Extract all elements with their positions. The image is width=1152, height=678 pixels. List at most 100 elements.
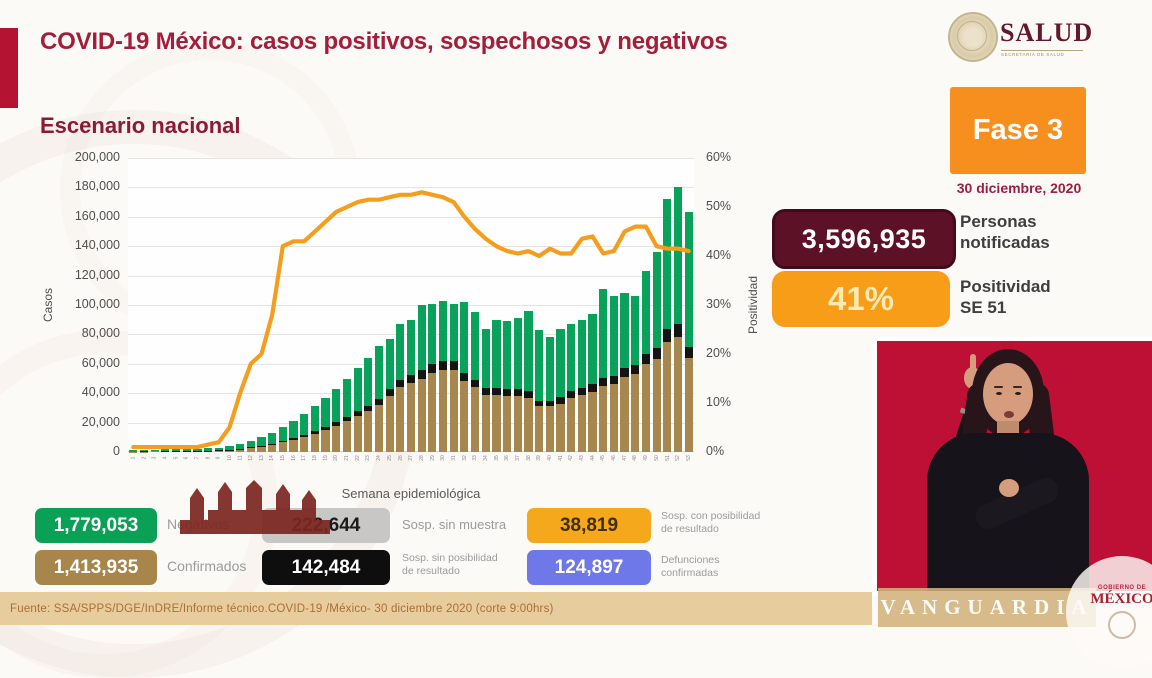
x-tick-text: 27 <box>408 455 414 461</box>
x-tick-text: 14 <box>269 455 275 461</box>
x-tick-week-38: 38 <box>523 455 534 469</box>
x-tick-week-45: 45 <box>598 455 609 469</box>
x-tick-text: 37 <box>515 455 521 461</box>
y-tick-left-120000: 120,000 <box>26 268 120 282</box>
x-tick-week-49: 49 <box>641 455 652 469</box>
page-title: COVID-19 México: casos positivos, sospec… <box>40 28 728 56</box>
x-tick-week-17: 17 <box>299 455 310 469</box>
x-tick-text: 51 <box>664 455 670 461</box>
x-tick-text: 10 <box>226 455 232 461</box>
legend-label-line1: Sosp. con posibilidad <box>661 510 760 523</box>
chart: Casos Positividad Semana epidemiológica … <box>128 158 694 452</box>
x-tick-text: 19 <box>323 455 329 461</box>
x-tick-text: 49 <box>643 455 649 461</box>
y-axis-title-right-text: Positividad <box>746 276 760 334</box>
x-tick-week-50: 50 <box>651 455 662 469</box>
x-tick-week-40: 40 <box>544 455 555 469</box>
y-tick-left-100000: 100,000 <box>26 297 120 311</box>
x-tick-week-52: 52 <box>673 455 684 469</box>
y-tick-right-10: 10% <box>706 395 746 409</box>
x-tick-text: 29 <box>429 455 435 461</box>
x-tick-text: 9 <box>216 457 222 460</box>
x-tick-text: 30 <box>440 455 446 461</box>
section-title: Escenario nacional <box>40 113 241 139</box>
gobierno-watermark-line2: MÉXICO <box>1090 591 1152 608</box>
source-text: Fuente: SSA/SPPS/DGE/InDRE/Informe técni… <box>0 603 554 615</box>
vanguardia-watermark-text: VANGUARDIA <box>880 595 1093 620</box>
interpreter-brow <box>994 386 1003 388</box>
x-tick-week-35: 35 <box>491 455 502 469</box>
legend-badge-confirmados: 1,413,935 <box>35 550 157 585</box>
salud-seal-icon <box>948 12 998 62</box>
x-tick-text: 25 <box>387 455 393 461</box>
x-tick-text: 3 <box>152 457 158 460</box>
vanguardia-castle-watermark <box>180 480 330 534</box>
x-tick-week-10: 10 <box>224 455 235 469</box>
source-bar: Fuente: SSA/SPPS/DGE/InDRE/Informe técni… <box>0 592 872 625</box>
x-tick-text: 52 <box>675 455 681 461</box>
x-tick-text: 48 <box>632 455 638 461</box>
y-axis-title-right: Positividad <box>745 158 761 452</box>
positividad-label: Positividad SE 51 <box>960 276 1051 319</box>
x-tick-week-4: 4 <box>160 455 171 469</box>
plot-area <box>128 158 694 452</box>
positividad-value-box: 41% <box>772 271 950 327</box>
x-tick-text: 44 <box>590 455 596 461</box>
x-tick-week-23: 23 <box>363 455 374 469</box>
personas-notificadas-value-box: 3,596,935 <box>772 209 956 269</box>
x-tick-text: 21 <box>344 455 350 461</box>
interpreter-brow <box>1013 386 1022 388</box>
legend-label-line1: Defunciones <box>661 554 719 567</box>
x-tick-text: 2 <box>141 457 147 460</box>
left-accent-bar <box>0 28 18 108</box>
x-tick-text: 15 <box>280 455 286 461</box>
x-tick-text: 46 <box>611 455 617 461</box>
y-tick-left-140000: 140,000 <box>26 238 120 252</box>
y-tick-right-30: 30% <box>706 297 746 311</box>
x-tick-week-14: 14 <box>267 455 278 469</box>
x-tick-week-1: 1 <box>128 455 139 469</box>
x-tick-text: 50 <box>654 455 660 461</box>
legend-label-line2: de resultado <box>402 565 498 578</box>
legend-badge-sosp-con-posibilidad: 38,819 <box>527 508 651 543</box>
x-tick-week-29: 29 <box>427 455 438 469</box>
x-tick-week-33: 33 <box>470 455 481 469</box>
x-tick-text: 11 <box>237 455 243 460</box>
x-tick-text: 18 <box>312 455 318 461</box>
fase-3-box: Fase 3 <box>950 87 1086 174</box>
interpreter-finger <box>970 354 976 371</box>
salud-wordmark: SALUD <box>1000 18 1093 48</box>
x-tick-text: 40 <box>547 455 553 461</box>
y-tick-left-160000: 160,000 <box>26 209 120 223</box>
personas-notificadas-label-line2: notificadas <box>960 232 1050 253</box>
legend-label-line1: Sosp. sin posibilidad <box>402 552 498 565</box>
x-tick-week-25: 25 <box>384 455 395 469</box>
y-tick-left-180000: 180,000 <box>26 179 120 193</box>
x-tick-text: 5 <box>173 457 179 460</box>
date-label: 30 diciembre, 2020 <box>944 180 1094 196</box>
x-tick-week-9: 9 <box>213 455 224 469</box>
interpreter-eye <box>996 392 1002 395</box>
x-tick-text: 1 <box>130 457 136 460</box>
interpreter-crossed-hand <box>999 479 1019 497</box>
x-tick-week-46: 46 <box>609 455 620 469</box>
y-tick-left-80000: 80,000 <box>26 326 120 340</box>
salud-subtext: SECRETARÍA DE SALUD <box>1001 50 1083 57</box>
interpreter-eye <box>1015 392 1021 395</box>
x-tick-text: 47 <box>622 455 628 461</box>
legend-label-confirmados: Confirmados <box>167 558 246 574</box>
y-tick-right-50: 50% <box>706 199 746 213</box>
x-tick-week-26: 26 <box>395 455 406 469</box>
personas-notificadas-label-line1: Personas <box>960 211 1050 232</box>
fase-3-label: Fase 3 <box>973 114 1063 147</box>
x-tick-week-43: 43 <box>577 455 588 469</box>
y-tick-left-40000: 40,000 <box>26 385 120 399</box>
x-tick-text: 41 <box>557 455 563 461</box>
y-tick-right-20: 20% <box>706 346 746 360</box>
positivity-line <box>133 192 688 447</box>
x-tick-week-20: 20 <box>331 455 342 469</box>
x-tick-text: 43 <box>579 455 585 461</box>
y-tick-left-0: 0 <box>26 444 120 458</box>
positivity-line-layer <box>128 158 694 452</box>
x-tick-text: 12 <box>248 455 254 461</box>
